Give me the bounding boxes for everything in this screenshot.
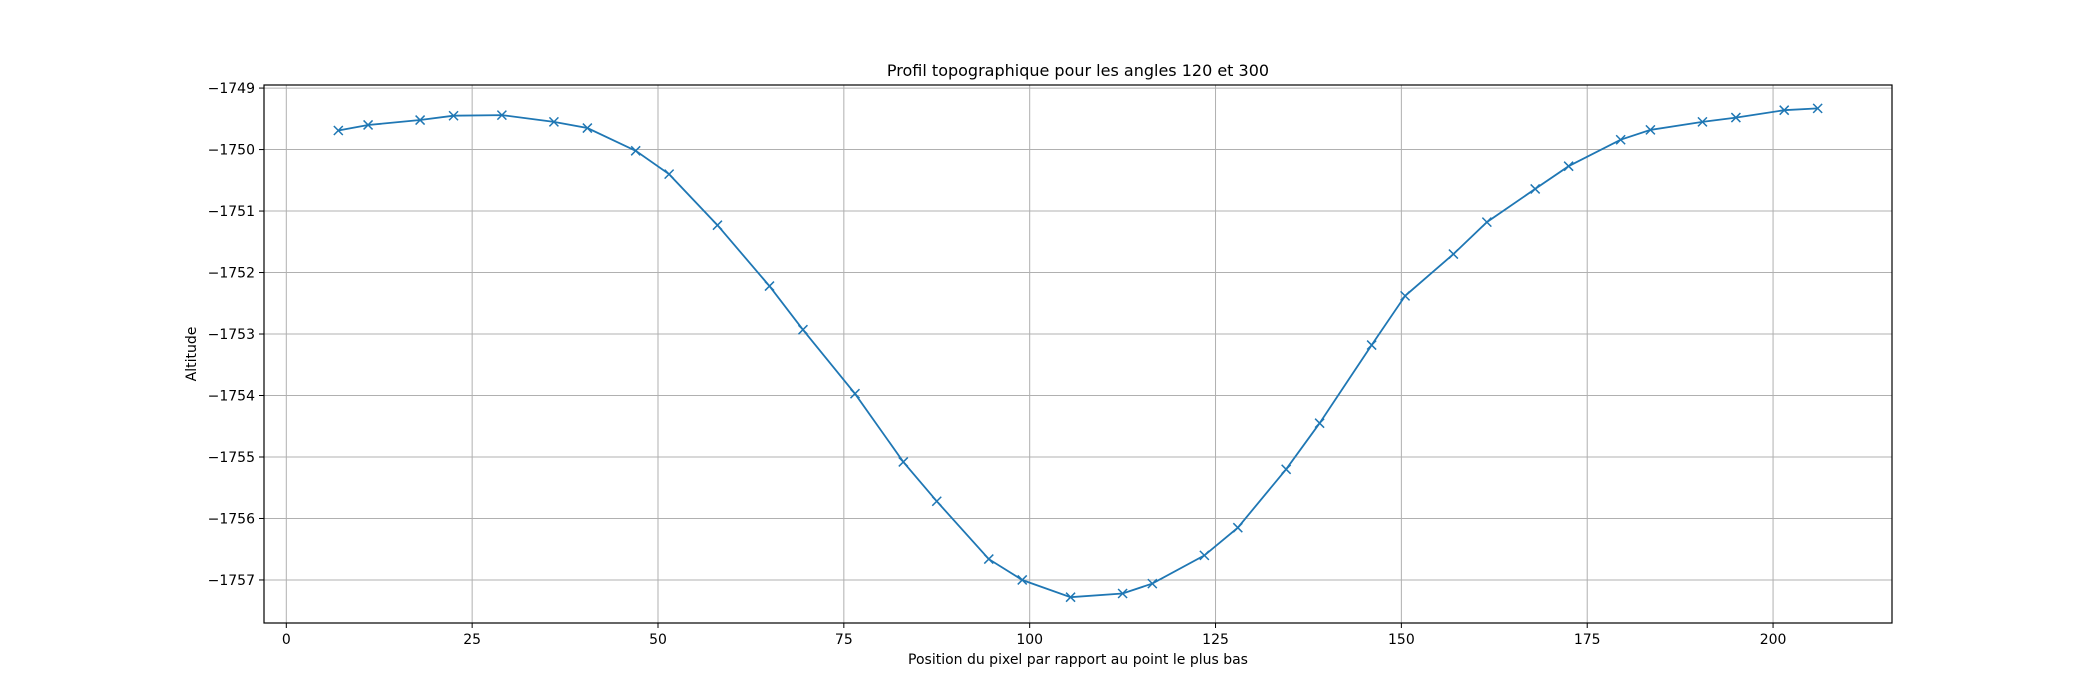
data-point-marker (1730, 112, 1741, 123)
data-point-marker (1400, 290, 1411, 301)
data-point-marker (1017, 574, 1028, 585)
data-point-marker (496, 110, 507, 121)
data-point-marker (1779, 105, 1790, 116)
data-point-marker (1147, 578, 1158, 589)
data-point-marker (1366, 340, 1377, 351)
y-axis: −1749 −1750 −1751 −1752 −1753 −1754 −1755 −1756… (208, 81, 264, 589)
x-tick-label: 175 (1574, 632, 1601, 648)
data-point-marker (664, 169, 675, 180)
x-axis-label: Position du pixel par rapport au point l… (908, 652, 1248, 668)
grid (264, 85, 1892, 623)
data-point-marker (1314, 418, 1325, 429)
data-point-marker (363, 119, 374, 130)
chart-title: Profil topographique pour les angles 120… (887, 61, 1269, 80)
data-point-marker (1232, 522, 1243, 533)
x-tick-label: 150 (1388, 632, 1415, 648)
y-tick-label: −1754 (208, 389, 255, 405)
y-tick-label: −1756 (208, 511, 255, 527)
data-point-marker (333, 125, 344, 136)
data-point-marker (764, 281, 775, 292)
data-point-marker (797, 324, 808, 335)
y-tick-label: −1752 (208, 266, 255, 282)
data-point-marker (1199, 550, 1210, 561)
data-series (333, 103, 1823, 603)
data-point-marker (1117, 588, 1128, 599)
x-tick-label: 75 (835, 632, 853, 648)
x-tick-label: 100 (1016, 632, 1043, 648)
x-tick-label: 200 (1760, 632, 1787, 648)
y-tick-label: −1757 (208, 573, 255, 589)
series-line (338, 107, 1818, 599)
data-point-marker (1530, 183, 1541, 194)
data-point-marker (1697, 116, 1708, 127)
y-tick-label: −1755 (208, 450, 255, 466)
x-tick-label: 25 (463, 632, 481, 648)
data-point-marker (1812, 103, 1823, 114)
data-point-marker (415, 115, 426, 126)
data-point-marker (630, 145, 641, 156)
data-point-marker (1481, 217, 1492, 228)
data-point-marker (1563, 161, 1574, 172)
data-point-marker (548, 116, 559, 127)
data-point-marker (1065, 592, 1076, 603)
data-point-marker (983, 554, 994, 565)
x-tick-label: 50 (649, 632, 667, 648)
y-tick-label: −1750 (208, 143, 255, 159)
plot-frame (263, 84, 1893, 624)
y-tick-label: −1749 (208, 81, 255, 97)
data-point-marker (1645, 124, 1656, 135)
x-tick-label: 0 (282, 632, 291, 648)
y-tick-label: −1751 (208, 204, 255, 220)
data-point-marker (1281, 464, 1292, 475)
data-point-marker (1615, 134, 1626, 145)
data-point-marker (931, 496, 942, 507)
y-tick-label: −1753 (208, 327, 255, 343)
data-point-marker (712, 220, 723, 231)
data-point-marker (849, 388, 861, 399)
data-point-marker (898, 456, 909, 467)
x-axis: 0 25 50 75 100 125 150 175 200 (282, 623, 1787, 648)
data-point-marker (1448, 249, 1459, 260)
data-point-marker (448, 110, 459, 121)
x-tick-label: 125 (1202, 632, 1229, 648)
data-point-marker (582, 123, 593, 134)
y-axis-label: Altitude (184, 327, 200, 382)
